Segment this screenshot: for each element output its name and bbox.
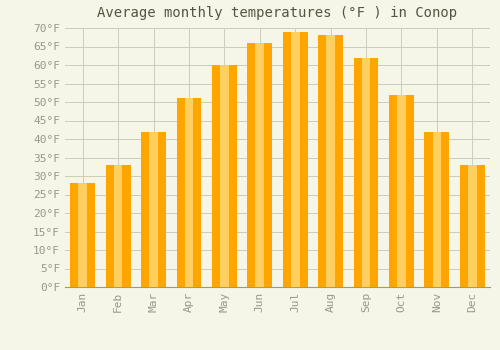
Bar (354, 58, 378, 287)
Bar (141, 132, 166, 287)
Bar (326, 35, 335, 287)
Bar (149, 132, 158, 287)
Bar (389, 94, 414, 287)
Bar (106, 165, 130, 287)
Bar (362, 58, 370, 287)
Bar (114, 165, 122, 287)
Bar (397, 94, 406, 287)
Bar (176, 98, 202, 287)
Bar (424, 132, 450, 287)
Bar (432, 132, 441, 287)
Bar (184, 98, 194, 287)
Bar (212, 65, 237, 287)
Bar (468, 165, 476, 287)
Bar (78, 183, 87, 287)
Bar (318, 35, 343, 287)
Bar (291, 32, 300, 287)
Title: Average monthly temperatures (°F ) in Conop: Average monthly temperatures (°F ) in Co… (98, 6, 458, 20)
Bar (220, 65, 228, 287)
Bar (256, 43, 264, 287)
Bar (70, 183, 95, 287)
Bar (283, 32, 308, 287)
Bar (460, 165, 484, 287)
Bar (248, 43, 272, 287)
